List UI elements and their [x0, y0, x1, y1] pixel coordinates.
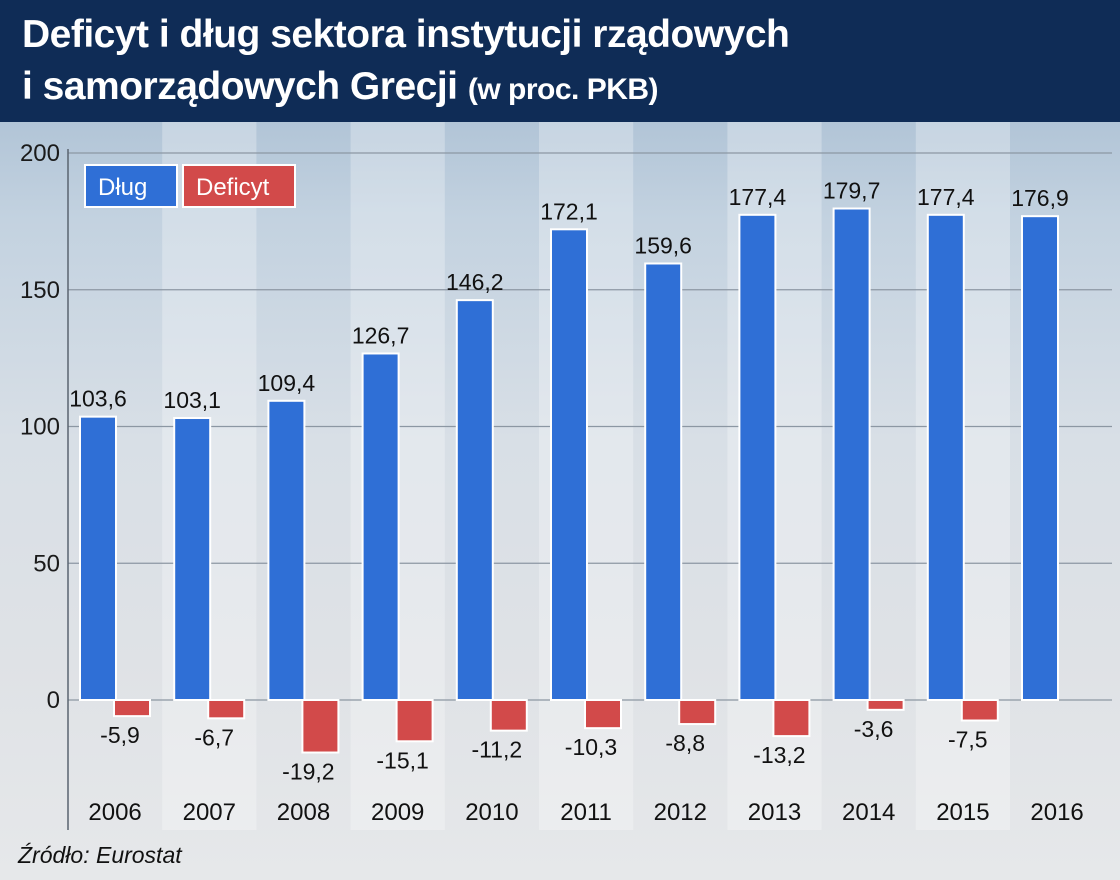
x-tick-label: 2008	[277, 799, 330, 826]
debt-value-label: 179,7	[823, 178, 881, 204]
debt-bar	[1021, 215, 1059, 701]
y-tick-label: 100	[20, 414, 60, 441]
debt-bar	[644, 262, 683, 702]
deficit-bar	[301, 699, 340, 754]
debt-bar	[455, 299, 494, 701]
debt-value-label: 176,9	[1011, 185, 1069, 211]
deficit-bar	[678, 699, 717, 726]
deficit-bar	[207, 699, 246, 720]
deficit-bar	[772, 699, 811, 738]
x-tick-label: 2012	[654, 799, 707, 826]
debt-value-label: 177,4	[917, 184, 975, 210]
x-axis: 2006 2007 2008 2009 2010 2011 2012 2013 2014 2015…	[88, 799, 1083, 826]
chart-title-line1: Deficyt i dług sektora instytucji rządow…	[22, 13, 790, 56]
deficit-value-label: -11,2	[471, 737, 522, 763]
debt-value-label: 126,7	[352, 322, 410, 348]
value-labels: 103,6 -5,9 103,1 -6,7 109,4 -19,2 126,7 -15,1 14…	[69, 178, 1069, 785]
deficit-value-label: -5,9	[100, 722, 140, 748]
legend-item-debt: Dług	[84, 164, 178, 208]
chart-title-line2: i samorządowych Grecji (w proc. PKB)	[22, 65, 659, 109]
y-tick-label: 150	[20, 277, 60, 304]
debt-value-label: 172,1	[540, 198, 598, 224]
y-tick-label: 50	[33, 550, 60, 577]
debt-bar	[79, 415, 117, 701]
debt-value-label: 159,6	[634, 232, 692, 258]
debt-value-label: 146,2	[446, 269, 504, 295]
title-banner: Deficyt i dług sektora instytucji rządow…	[0, 0, 1120, 122]
debt-bar	[550, 228, 588, 702]
deficit-value-label: -19,2	[282, 759, 334, 785]
x-tick-label: 2016	[1030, 799, 1083, 826]
deficit-bar	[960, 699, 999, 722]
unit-note: (w proc. PKB)	[467, 73, 659, 106]
x-tick-label: 2013	[748, 799, 801, 826]
deficit-value-label: -10,3	[565, 734, 617, 760]
debt-bar	[738, 213, 777, 701]
y-tick-label: 200	[20, 140, 60, 167]
deficit-value-label: -13,2	[753, 742, 805, 768]
deficit-bar	[866, 699, 905, 711]
debt-value-label: 103,1	[163, 387, 221, 413]
debt-value-label: 177,4	[729, 184, 787, 210]
chart-title-line2-text: i samorządowych Grecji	[22, 65, 458, 108]
source-note: Źródło: Eurostat	[18, 842, 182, 868]
y-tick-label: 0	[47, 687, 60, 714]
x-tick-label: 2006	[88, 799, 141, 826]
deficit-bar	[584, 699, 622, 730]
bar-chart: 0 50 100 150 200 103,6 -5,9 103,1 -6,7 109,4 -19,…	[20, 122, 1112, 830]
deficit-bar	[113, 699, 151, 718]
deficit-value-label: -7,5	[948, 727, 988, 753]
deficit-bar	[395, 699, 434, 743]
deficit-value-label: -15,1	[376, 747, 428, 773]
bars	[79, 207, 1059, 754]
deficit-bar	[489, 699, 528, 732]
x-tick-label: 2014	[842, 799, 895, 826]
debt-bar	[267, 399, 306, 701]
debt-bar	[361, 352, 400, 701]
deficit-value-label: -3,6	[854, 716, 894, 742]
legend-item-deficit: Deficyt	[182, 164, 296, 208]
debt-bar	[173, 417, 212, 701]
debt-value-label: 103,6	[69, 386, 127, 412]
debt-bar	[832, 207, 871, 701]
x-tick-label: 2011	[560, 799, 612, 826]
x-tick-label: 2010	[465, 799, 518, 826]
deficit-value-label: -8,8	[665, 730, 705, 756]
x-tick-label: 2007	[183, 799, 236, 826]
deficit-value-label: -6,7	[194, 724, 234, 750]
debt-value-label: 109,4	[258, 370, 316, 396]
x-tick-label: 2015	[936, 799, 989, 826]
y-axis: 0 50 100 150 200	[20, 140, 69, 830]
legend: Dług Deficyt	[84, 164, 296, 208]
x-tick-label: 2009	[371, 799, 424, 826]
debt-bar	[926, 213, 965, 701]
